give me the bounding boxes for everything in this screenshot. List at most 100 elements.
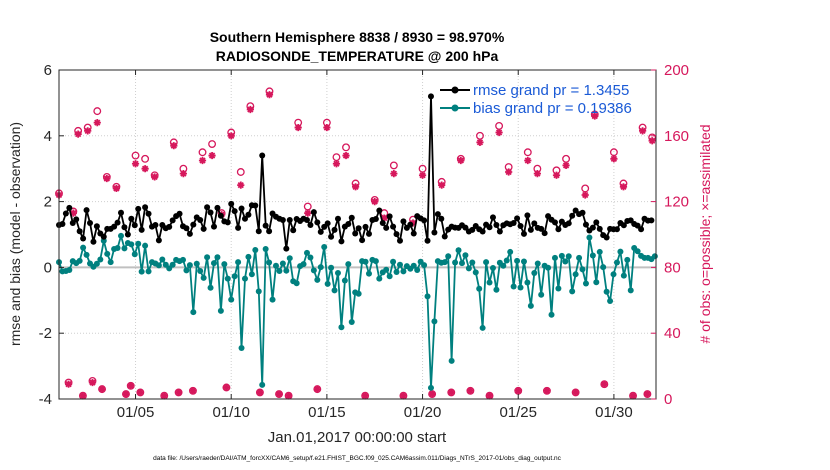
obs-assimilated-marker — [505, 168, 513, 176]
obs-assimilated-marker — [93, 119, 101, 127]
bias-point — [613, 259, 620, 266]
rmse-point — [66, 204, 73, 211]
bias-point — [393, 269, 400, 276]
bias-point — [207, 284, 214, 291]
rmse-point — [303, 217, 310, 224]
obs-assimilated-marker — [88, 378, 97, 387]
rmse-point — [183, 225, 190, 232]
bias-point — [555, 285, 562, 292]
rmse-point — [131, 222, 138, 229]
rmse-point — [217, 212, 224, 219]
rmse-point — [231, 208, 238, 215]
obs-possible-marker — [141, 154, 150, 163]
x-tick-label: 01/20 — [404, 404, 442, 421]
bias-point — [469, 259, 476, 266]
bias-point — [276, 268, 283, 275]
bias-point — [452, 259, 459, 266]
obs-assimilated-marker — [79, 392, 87, 400]
rmse-point — [241, 215, 248, 222]
obs-assimilated-marker — [69, 209, 77, 217]
bias-point — [204, 254, 211, 261]
obs-assimilated-marker — [127, 382, 135, 390]
bias-point — [269, 296, 276, 303]
rmse-point — [479, 228, 486, 235]
rmse-point — [410, 230, 417, 237]
bias-point — [603, 288, 610, 295]
obs-possible-marker — [236, 168, 245, 176]
rmse-point — [152, 221, 159, 228]
rmse-point — [407, 221, 414, 228]
obs-assimilated-marker — [524, 156, 532, 165]
bias-point — [651, 253, 658, 260]
rmse-point — [524, 212, 531, 219]
obs-assimilated-marker — [643, 390, 651, 398]
rmse-point — [469, 226, 476, 233]
bias-point — [462, 252, 469, 259]
rmse-point — [551, 219, 558, 226]
rmse-point — [310, 209, 317, 216]
rmse-point — [489, 214, 496, 221]
obs-assimilated-marker — [390, 170, 398, 178]
bias-point — [117, 232, 124, 239]
bias-point — [593, 279, 600, 286]
rmse-point — [352, 230, 359, 237]
rmse-point — [245, 211, 252, 218]
obs-assimilated-marker — [610, 155, 618, 163]
bias-point — [376, 275, 383, 282]
rmse-point — [135, 205, 142, 212]
bias-point — [255, 288, 262, 295]
bias-point — [507, 248, 514, 255]
bias-point — [589, 252, 596, 259]
bias-point — [551, 254, 558, 261]
obs-assimilated-marker — [222, 383, 231, 392]
rmse-point — [262, 222, 269, 229]
rmse-point — [376, 207, 383, 214]
rmse-point — [255, 228, 262, 235]
bias-point — [627, 287, 634, 294]
bias-point — [445, 253, 452, 260]
bias-point — [348, 319, 355, 326]
y-axis-label: rmse and bias (model - observation) — [7, 122, 23, 346]
bias-point — [427, 384, 434, 391]
rmse-point — [279, 217, 286, 224]
obs-assimilated-marker — [285, 392, 293, 400]
rmse-point — [142, 204, 149, 211]
rmse-point — [569, 212, 576, 219]
bias-point — [572, 271, 579, 278]
rmse-point — [93, 223, 100, 230]
bias-point — [489, 265, 496, 272]
rmse-point — [266, 228, 273, 235]
bias-point — [331, 287, 338, 294]
rmse-point — [462, 224, 469, 231]
bias-point — [328, 264, 335, 271]
obs-possible-marker — [198, 148, 207, 157]
obs-assimilated-marker — [466, 387, 474, 395]
bias-point — [121, 245, 128, 252]
rmse-point — [166, 223, 173, 230]
y-tick-label: 6 — [44, 62, 52, 79]
bias-point — [576, 254, 583, 261]
bias-point — [486, 279, 493, 286]
rmse-point — [317, 228, 324, 235]
bias-point — [610, 271, 617, 278]
rmse-point — [128, 215, 135, 222]
rmse-point — [517, 222, 524, 229]
bias-point — [286, 255, 293, 262]
obs-assimilated-marker — [591, 112, 599, 120]
bias-point — [214, 254, 221, 261]
obs-assimilated-marker — [313, 385, 321, 393]
bias-point — [131, 251, 138, 258]
bias-point — [400, 268, 407, 275]
rmse-point — [603, 234, 610, 241]
obs-assimilated-marker — [141, 165, 149, 173]
obs-assimilated-marker — [136, 388, 144, 397]
obs-assimilated-marker — [533, 170, 541, 178]
bias-point — [262, 245, 269, 252]
rmse-point — [593, 219, 600, 226]
rmse-point — [252, 202, 259, 209]
y2-tick-label: 80 — [664, 259, 681, 276]
obs-assimilated-marker — [64, 380, 73, 388]
bias-point — [527, 302, 534, 309]
bias-point — [579, 266, 586, 273]
rmse-point — [111, 223, 118, 230]
